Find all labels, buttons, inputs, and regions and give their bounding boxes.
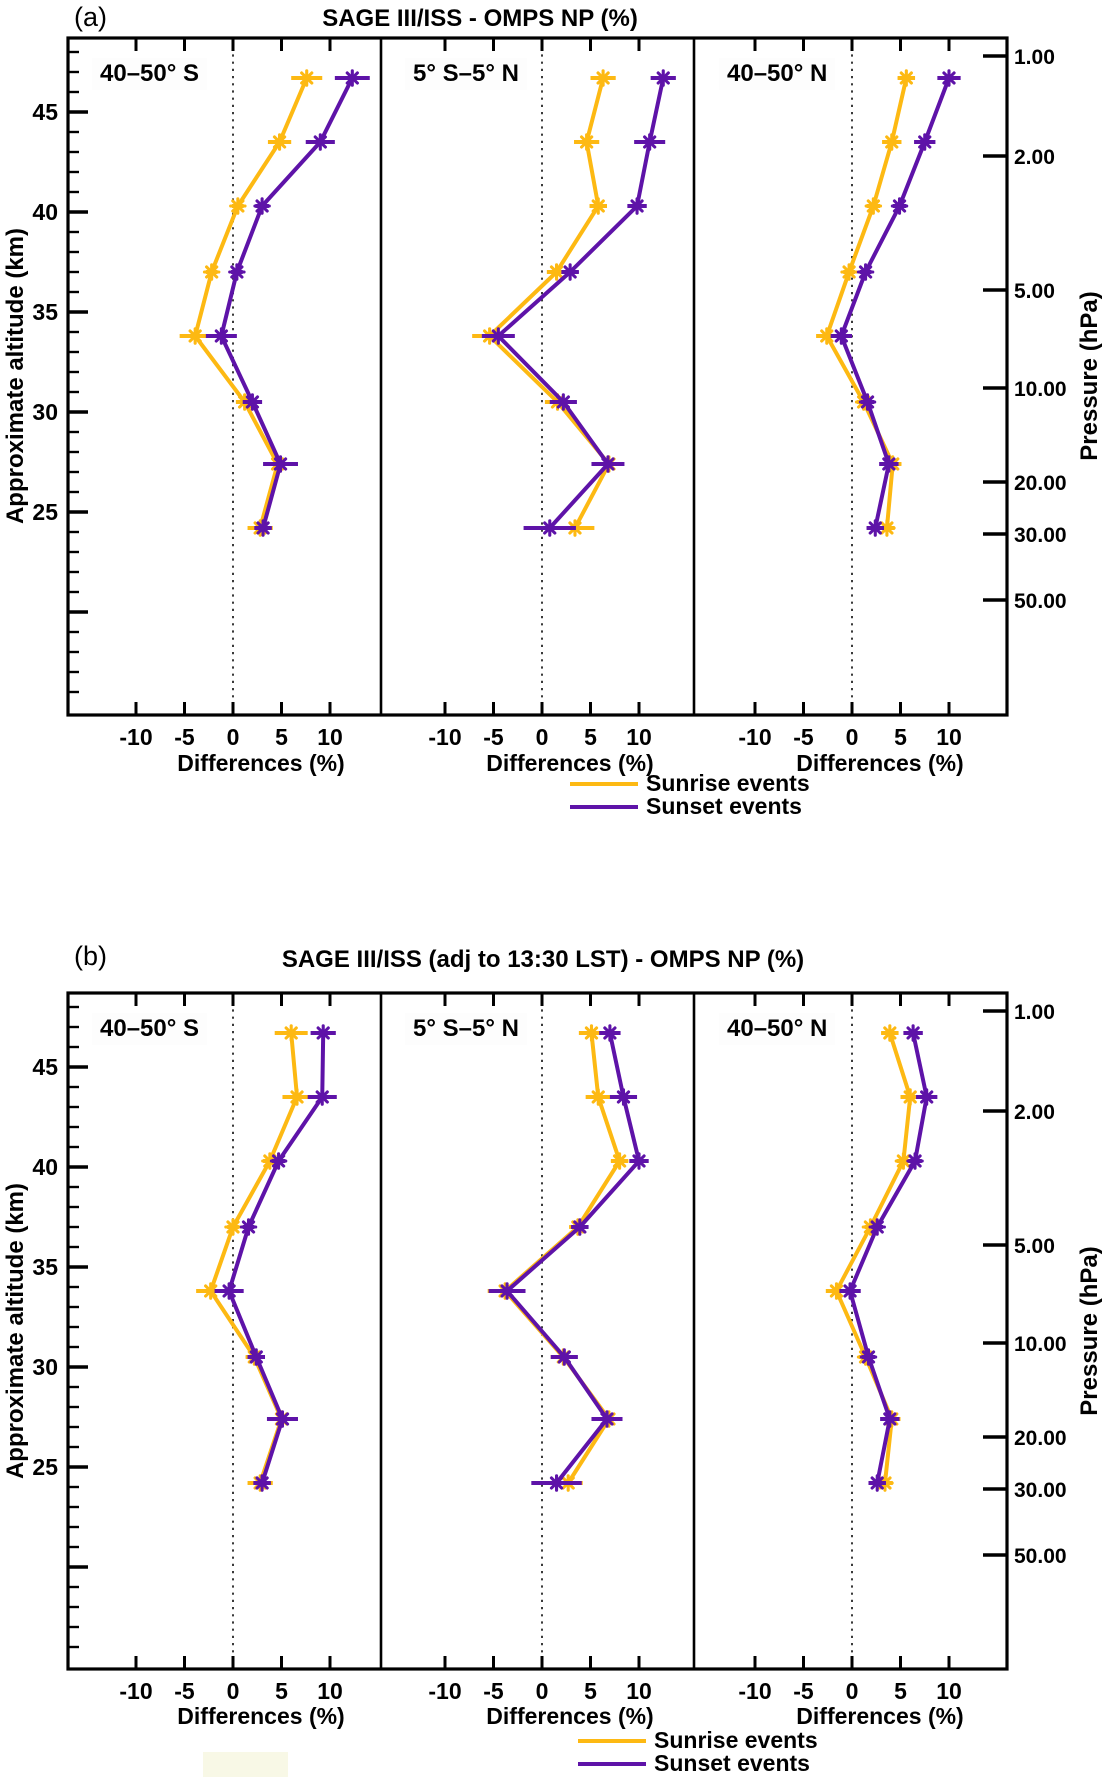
legend-label: Sunrise events (654, 1727, 818, 1753)
sunset-line-swatch (578, 1761, 646, 1766)
svg-text:50.00: 50.00 (1014, 1545, 1067, 1568)
legend-label: Sunrise events (646, 770, 810, 796)
panel-b-subplot-label-5s-5n: 5° S–5° N (405, 1013, 527, 1045)
svg-text:-10: -10 (119, 724, 152, 750)
svg-text:40: 40 (32, 1154, 58, 1180)
svg-text:35: 35 (32, 299, 58, 325)
svg-text:10.00: 10.00 (1014, 1333, 1067, 1356)
svg-text:30.00: 30.00 (1014, 1479, 1067, 1502)
svg-text:5: 5 (275, 1678, 288, 1704)
svg-text:0: 0 (227, 1678, 240, 1704)
svg-text:-5: -5 (483, 724, 504, 750)
svg-text:-10: -10 (428, 724, 461, 750)
panel-a-subplot-label-40-50n: 40–50° N (719, 58, 836, 90)
panel-b-title: SAGE III/ISS (adj to 13:30 LST) - OMPS N… (281, 946, 805, 973)
panel-b-yaxis-title-altitude: Approximate altitude (km) (2, 1182, 29, 1480)
svg-text:10: 10 (317, 724, 343, 750)
svg-text:5: 5 (275, 724, 288, 750)
svg-text:5.00: 5.00 (1014, 1235, 1055, 1258)
svg-text:-5: -5 (483, 1678, 504, 1704)
sunrise-line-swatch (578, 1738, 646, 1743)
svg-text:5: 5 (584, 724, 597, 750)
panel-a-xaxis-title-right: Differences (%) (796, 750, 964, 776)
legend-label: Sunset events (654, 1750, 810, 1776)
svg-text:-5: -5 (174, 1678, 195, 1704)
svg-text:-5: -5 (793, 724, 814, 750)
panel-b-xaxis-title-right: Differences (%) (796, 1703, 964, 1729)
svg-text:-10: -10 (119, 1678, 152, 1704)
svg-text:0: 0 (846, 1678, 859, 1704)
panel-b-xaxis-title-middle: Differences (%) (486, 1703, 654, 1729)
svg-text:2.00: 2.00 (1014, 146, 1055, 169)
svg-text:40: 40 (32, 199, 58, 225)
svg-text:-5: -5 (793, 1678, 814, 1704)
svg-text:5: 5 (584, 1678, 597, 1704)
svg-text:5: 5 (894, 724, 907, 750)
panel-b-label: (b) (74, 941, 107, 971)
legend-label: Sunset events (646, 793, 802, 819)
panel-b-subplot-label-40-50n: 40–50° N (719, 1013, 836, 1045)
panel-b-legend-sunrise: Sunrise events (578, 1727, 818, 1754)
svg-text:0: 0 (536, 1678, 549, 1704)
svg-text:50.00: 50.00 (1014, 590, 1067, 613)
sunset-line-swatch (570, 804, 638, 809)
svg-text:20.00: 20.00 (1014, 1427, 1067, 1450)
svg-text:10: 10 (317, 1678, 343, 1704)
svg-text:10: 10 (626, 1678, 652, 1704)
svg-text:1.00: 1.00 (1014, 1001, 1055, 1024)
svg-text:-10: -10 (428, 1678, 461, 1704)
panel-b-legend-sunset: Sunset events (578, 1750, 810, 1777)
panel-a-xaxis-title-left: Differences (%) (177, 750, 345, 776)
sunrise-line-swatch (570, 781, 638, 786)
panel-a-yaxis-title-altitude: Approximate altitude (km) (2, 227, 29, 525)
svg-text:10.00: 10.00 (1014, 378, 1067, 401)
svg-text:45: 45 (32, 99, 58, 125)
svg-text:25: 25 (32, 499, 58, 525)
panel-a-title: SAGE III/ISS - OMPS NP (%) (322, 5, 638, 32)
svg-text:5.00: 5.00 (1014, 280, 1055, 303)
svg-text:-10: -10 (738, 724, 771, 750)
svg-text:30.00: 30.00 (1014, 524, 1067, 547)
panel-a-subplot-label-5s-5n: 5° S–5° N (405, 58, 527, 90)
panel-a-yaxis-title-pressure: Pressure (hPa) (1076, 291, 1103, 461)
panel-a-subplot-label-40-50s: 40–50° S (92, 58, 208, 90)
svg-text:35: 35 (32, 1254, 58, 1280)
panel-a-xaxis-title-middle: Differences (%) (486, 750, 654, 776)
panel-a-legend-sunset: Sunset events (570, 793, 802, 820)
svg-text:30: 30 (32, 399, 58, 425)
svg-text:0: 0 (846, 724, 859, 750)
svg-text:20.00: 20.00 (1014, 472, 1067, 495)
svg-text:30: 30 (32, 1354, 58, 1380)
svg-text:5: 5 (894, 1678, 907, 1704)
svg-text:10: 10 (936, 1678, 962, 1704)
svg-text:0: 0 (227, 724, 240, 750)
panel-b-subplot-label-40-50s: 40–50° S (92, 1013, 208, 1045)
svg-text:10: 10 (626, 724, 652, 750)
svg-text:10: 10 (936, 724, 962, 750)
svg-text:-5: -5 (174, 724, 195, 750)
panel-b-yaxis-title-pressure: Pressure (hPa) (1076, 1246, 1103, 1416)
svg-text:25: 25 (32, 1454, 58, 1480)
svg-text:-10: -10 (738, 1678, 771, 1704)
svg-text:0: 0 (536, 724, 549, 750)
svg-text:45: 45 (32, 1054, 58, 1080)
panel-a-label: (a) (74, 2, 107, 32)
svg-text:1.00: 1.00 (1014, 46, 1055, 69)
panel-b-xaxis-title-left: Differences (%) (177, 1703, 345, 1729)
panel-a-legend-sunrise: Sunrise events (570, 770, 810, 797)
svg-text:2.00: 2.00 (1014, 1101, 1055, 1124)
scan-artifact-box (203, 1752, 288, 1777)
